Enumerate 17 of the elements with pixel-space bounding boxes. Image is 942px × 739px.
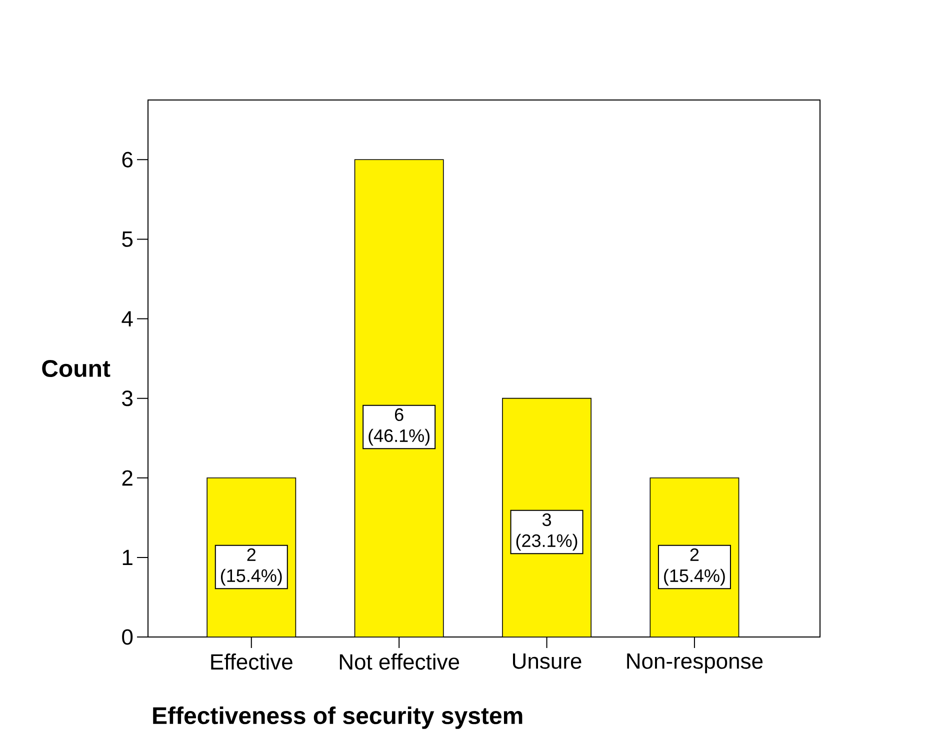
y-tick-label: 3	[122, 390, 133, 406]
x-tick-label: Effective	[211, 654, 292, 670]
y-tick-label: 1	[122, 550, 132, 566]
y-tick-label: 5	[122, 232, 133, 247]
x-tick-label: Unsure	[513, 654, 582, 669]
y-tick-label: 6	[122, 152, 133, 168]
data-label: 2 (15.4%)	[664, 548, 725, 586]
y-tick-label: 0	[122, 629, 133, 645]
x-axis-title: Effectiveness of security system	[153, 706, 522, 729]
x-tick-label: Not effective	[340, 654, 460, 670]
data-label: 2 (15.4%)	[220, 548, 282, 586]
y-axis-title: Count	[42, 360, 110, 377]
y-tick-label: 4	[122, 311, 133, 326]
y-tick-label: 2	[122, 470, 132, 486]
x-tick-label: Non-response	[627, 654, 763, 674]
data-label: 6 (46.1%)	[368, 408, 430, 446]
data-label: 3 (23.1%)	[516, 513, 578, 551]
